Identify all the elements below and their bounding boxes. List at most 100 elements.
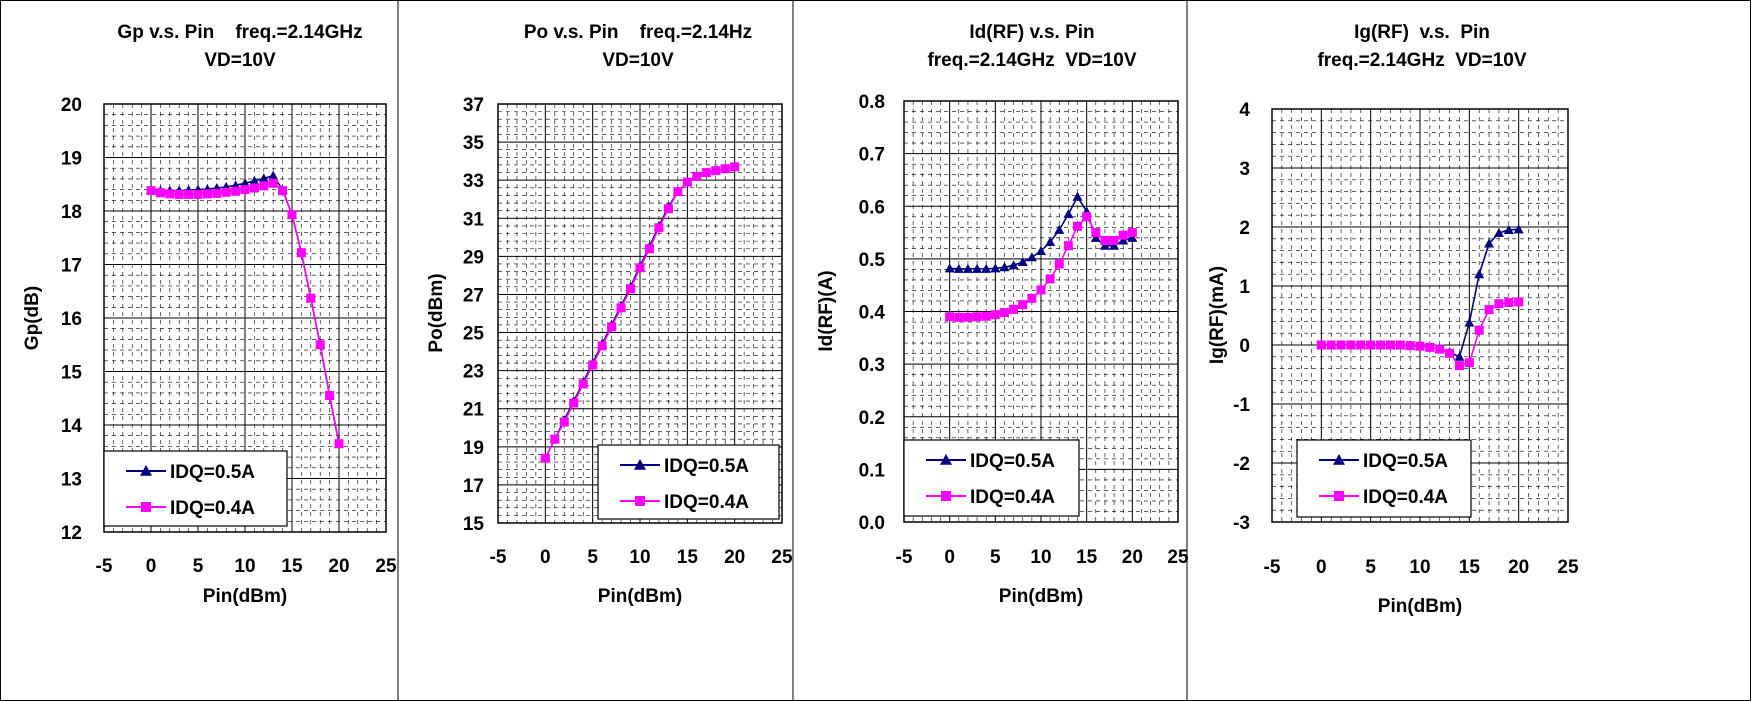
- y-tick-label: 14: [61, 416, 83, 437]
- data-point-square: [1454, 361, 1464, 371]
- x-tick-label: 10: [1030, 547, 1051, 568]
- chart-title: Id(RF) v.s. Pin: [969, 22, 1094, 43]
- series-idq-0-4a: [945, 212, 1137, 322]
- x-tick-label: 10: [629, 547, 650, 568]
- data-point-square: [193, 189, 203, 199]
- y-tick-label: 25: [463, 324, 485, 345]
- data-point-triangle: [972, 263, 983, 273]
- y-tick-label: 0.1: [859, 460, 886, 481]
- data-point-triangle: [1008, 260, 1019, 270]
- data-point-square: [692, 171, 702, 181]
- legend-box: [903, 439, 1080, 517]
- data-point-triangle: [1099, 240, 1110, 250]
- data-point-square: [1063, 241, 1073, 251]
- y-tick-label: 0.2: [859, 408, 885, 429]
- x-tick-label: 20: [1122, 547, 1143, 568]
- x-axis-label: Pin(dBm): [1378, 596, 1462, 617]
- series-idq-0-4a: [1316, 297, 1524, 371]
- data-point-square: [701, 168, 711, 178]
- y-tick-label: -1: [1233, 395, 1250, 416]
- chart-subtitle: VD=10V: [204, 50, 276, 71]
- data-point-square: [559, 417, 569, 427]
- data-point-square: [644, 244, 654, 254]
- data-point-triangle: [1054, 224, 1065, 234]
- data-point-triangle: [1454, 351, 1465, 361]
- data-point-square: [1445, 348, 1455, 358]
- y-tick-label: 0.5: [859, 250, 886, 271]
- data-point-triangle: [1503, 224, 1514, 234]
- legend-box: [1296, 439, 1472, 518]
- data-point-square: [1027, 293, 1037, 303]
- data-point-square: [999, 308, 1009, 318]
- legend: IDQ=0.5A IDQ=0.4A: [1296, 439, 1472, 518]
- data-point-triangle: [953, 263, 964, 273]
- data-point-square: [1385, 340, 1395, 350]
- legend-marker-triangle: [1333, 454, 1345, 465]
- data-point-square: [945, 312, 955, 322]
- x-tick-label: 5: [193, 556, 204, 577]
- plot-area-border: [903, 100, 1179, 523]
- data-point-square: [1073, 221, 1083, 231]
- data-point-square: [334, 439, 344, 449]
- data-point-triangle: [1464, 317, 1475, 327]
- data-point-square: [1127, 228, 1137, 238]
- data-point-square: [287, 210, 297, 220]
- data-point-triangle: [1026, 252, 1037, 262]
- x-tick-label: 5: [587, 547, 598, 568]
- plot-grid: [904, 101, 1178, 522]
- data-point-square: [1494, 299, 1504, 309]
- data-point-square: [202, 189, 212, 199]
- x-tick-label: 15: [1076, 547, 1098, 568]
- data-point-square: [673, 187, 683, 197]
- data-point-triangle: [999, 262, 1010, 272]
- y-tick-label: 12: [61, 523, 82, 544]
- chart-title: Po v.s. Pin freq.=2.14Hz: [524, 22, 752, 43]
- data-point-triangle: [1127, 232, 1138, 242]
- data-point-square: [540, 453, 550, 463]
- x-tick-label: -5: [896, 547, 913, 568]
- chart-title: Gp v.s. Pin freq.=2.14GHz: [117, 22, 362, 43]
- legend-label: IDQ=0.4A: [970, 487, 1055, 508]
- legend-box: [597, 444, 780, 520]
- legend-label: IDQ=0.4A: [1363, 487, 1448, 508]
- data-point-square: [306, 293, 316, 303]
- y-tick-label: 17: [61, 256, 82, 277]
- x-tick-label: -5: [1264, 557, 1281, 578]
- y-tick-label: 37: [463, 95, 484, 116]
- chart-title: Ig(RF) v.s. Pin: [1354, 22, 1490, 43]
- y-tick-label: 4: [1239, 100, 1250, 121]
- data-point-square: [278, 186, 288, 196]
- data-point-square: [296, 248, 306, 258]
- x-tick-label: 0: [146, 556, 157, 577]
- legend-label: IDQ=0.5A: [664, 456, 749, 477]
- data-point-triangle: [1036, 245, 1046, 255]
- y-axis-label: Gp(dB): [22, 286, 43, 350]
- data-point-square: [972, 312, 982, 322]
- data-point-square: [1336, 340, 1346, 350]
- data-point-triangle: [990, 263, 1001, 273]
- data-point-square: [730, 162, 740, 172]
- chart-1: Gp v.s. Pin freq.=2.14GHz VD=10V 12 13 14 15 1…: [22, 22, 397, 607]
- data-point-square: [635, 263, 645, 273]
- data-point-square: [1316, 340, 1326, 350]
- data-point-square: [240, 185, 250, 195]
- data-point-square: [569, 398, 579, 408]
- data-point-square: [616, 303, 626, 313]
- x-tick-label: -5: [96, 556, 113, 577]
- plot-grid: [1272, 109, 1568, 522]
- plot-grid: [104, 104, 386, 532]
- x-tick-label: 15: [677, 547, 699, 568]
- data-point-triangle: [1090, 232, 1101, 242]
- data-point-square: [221, 187, 231, 197]
- legend: IDQ=0.5A IDQ=0.4A: [903, 439, 1080, 517]
- x-tick-label: 0: [944, 547, 955, 568]
- data-point-square: [1435, 344, 1445, 354]
- y-axis-label: Ig(RF)(mA): [1207, 266, 1228, 364]
- data-point-square: [626, 284, 636, 294]
- data-point-square: [654, 223, 664, 233]
- data-point-triangle: [1474, 269, 1485, 279]
- y-tick-label: 0.7: [859, 145, 885, 166]
- y-tick-label: 23: [463, 362, 484, 383]
- data-point-square: [607, 322, 617, 332]
